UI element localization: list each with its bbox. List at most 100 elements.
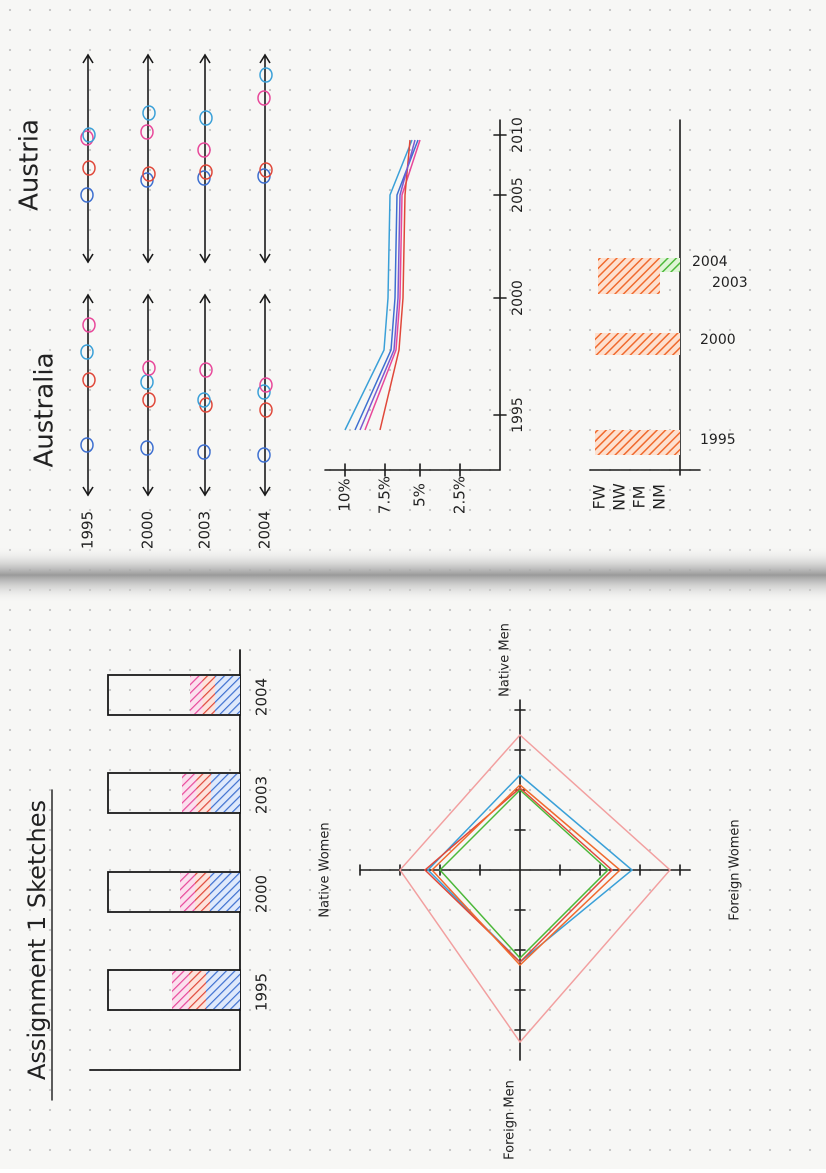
arrow-head bbox=[142, 293, 154, 304]
axis-label: Native Men bbox=[498, 623, 513, 697]
y-tick-label: 5% bbox=[411, 483, 429, 507]
data-dot bbox=[140, 124, 154, 140]
x-tick-label: 2000 bbox=[510, 280, 526, 316]
y-tick-label: 7.5% bbox=[376, 476, 394, 514]
year-label: 2000 bbox=[139, 511, 157, 549]
data-dot bbox=[142, 360, 156, 376]
data-dot bbox=[257, 447, 271, 463]
year-label: 2003 bbox=[253, 776, 271, 814]
arrow-head bbox=[142, 53, 154, 64]
group-label: NW bbox=[610, 483, 629, 511]
axis-label: Foreign Women bbox=[728, 819, 743, 920]
year-label: 1995 bbox=[700, 432, 736, 448]
data-dot bbox=[80, 187, 94, 203]
arrow-head bbox=[82, 53, 94, 64]
data-dot bbox=[257, 384, 271, 400]
x-tick-label: 2005 bbox=[510, 177, 526, 213]
data-dot bbox=[80, 130, 94, 146]
data-dot bbox=[199, 110, 213, 126]
year-label: 1995 bbox=[79, 511, 97, 549]
data-dot bbox=[257, 90, 271, 106]
x-tick-label: 2010 bbox=[510, 117, 526, 153]
hatched-bar bbox=[660, 258, 680, 272]
data-dot bbox=[82, 160, 96, 176]
data-dot bbox=[142, 166, 156, 182]
stacked-segment bbox=[195, 873, 210, 911]
hatched-bar bbox=[595, 333, 680, 355]
radar-shape bbox=[430, 783, 622, 967]
data-dot bbox=[197, 444, 211, 460]
arrow-head bbox=[142, 253, 154, 264]
arrow-head bbox=[199, 53, 211, 64]
arrow-head bbox=[82, 486, 94, 497]
trend-line bbox=[379, 139, 411, 431]
arrow-head bbox=[259, 253, 271, 264]
year-label: 2003 bbox=[196, 511, 214, 549]
data-dot bbox=[80, 437, 94, 453]
country-label: Australia bbox=[30, 352, 60, 467]
radar-shape bbox=[423, 787, 614, 964]
group-label: FM bbox=[630, 485, 649, 508]
group-label: NM bbox=[650, 484, 669, 510]
data-dot bbox=[199, 362, 213, 378]
data-dot bbox=[259, 402, 273, 418]
radar-shape bbox=[399, 733, 672, 1044]
stacked-segment bbox=[227, 676, 240, 714]
year-label: 2000 bbox=[700, 332, 736, 348]
stacked-segment bbox=[210, 873, 225, 911]
stacked-segment bbox=[215, 676, 228, 714]
data-dot bbox=[140, 440, 154, 456]
stacked-segment bbox=[225, 774, 240, 812]
stacked-segment bbox=[196, 774, 211, 812]
data-dot bbox=[197, 142, 211, 158]
stacked-segment bbox=[202, 676, 215, 714]
stacked-segment bbox=[172, 971, 189, 1009]
hatched-bar bbox=[595, 430, 680, 455]
arrow-head bbox=[199, 293, 211, 304]
axis-label: Foreign Men bbox=[503, 1080, 518, 1160]
data-dot bbox=[142, 105, 156, 121]
x-tick-label: 1995 bbox=[510, 397, 526, 433]
stacked-segment bbox=[189, 971, 206, 1009]
year-label: 2004 bbox=[256, 511, 274, 549]
year-label: 2003 bbox=[712, 275, 748, 291]
page-fold bbox=[0, 545, 826, 605]
trend-line bbox=[359, 139, 416, 431]
data-dot bbox=[259, 377, 273, 393]
data-dot bbox=[82, 317, 96, 333]
stacked-segment bbox=[206, 971, 223, 1009]
trend-line bbox=[354, 139, 419, 431]
country-label: Austria bbox=[15, 119, 45, 211]
data-dot bbox=[197, 392, 211, 408]
arrow-head bbox=[199, 486, 211, 497]
year-label: 1995 bbox=[253, 973, 271, 1011]
group-label: FW bbox=[590, 484, 609, 509]
arrow-head bbox=[82, 293, 94, 304]
trend-line bbox=[344, 139, 413, 431]
year-label: 2004 bbox=[692, 254, 728, 270]
data-dot bbox=[82, 372, 96, 388]
data-dot bbox=[259, 162, 273, 178]
stacked-segment bbox=[180, 873, 195, 911]
arrow-head bbox=[142, 486, 154, 497]
radar-shape bbox=[438, 788, 610, 960]
axis-label: Native Women bbox=[318, 822, 333, 917]
year-label: 2004 bbox=[253, 678, 271, 716]
arrow-head bbox=[82, 253, 94, 264]
stacked-segment bbox=[211, 774, 226, 812]
stacked-segment bbox=[190, 676, 203, 714]
y-tick-label: 2.5% bbox=[451, 476, 469, 514]
hatched-bar bbox=[598, 258, 660, 272]
arrow-head bbox=[199, 253, 211, 264]
arrow-head bbox=[259, 293, 271, 304]
arrow-head bbox=[259, 53, 271, 64]
y-tick-label: 10% bbox=[336, 478, 354, 511]
trend-line bbox=[364, 139, 421, 431]
data-dot bbox=[142, 392, 156, 408]
data-dot bbox=[80, 344, 94, 360]
data-dot bbox=[199, 164, 213, 180]
hatched-bar bbox=[598, 272, 660, 294]
stacked-segment bbox=[223, 971, 240, 1009]
